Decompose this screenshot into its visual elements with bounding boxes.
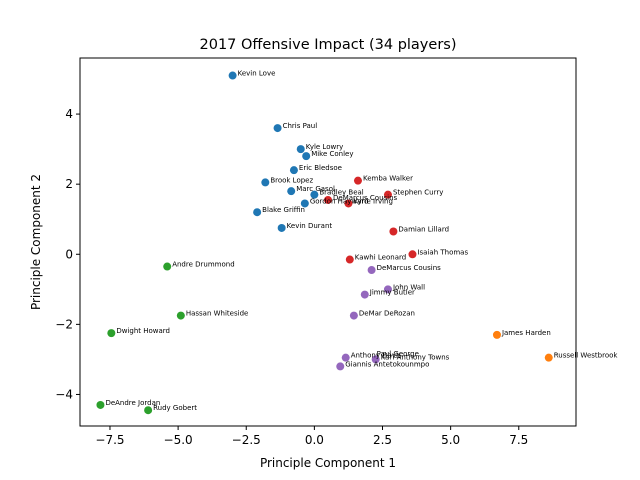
data-point	[163, 262, 172, 271]
y-tick-label: 4	[65, 107, 73, 121]
data-point	[289, 166, 298, 175]
data-point-label: Giannis Antetokounmpo	[345, 360, 429, 368]
y-tick-label: −4	[55, 387, 73, 401]
data-point-label: DeAndre Jordan	[105, 399, 160, 407]
data-point	[336, 362, 345, 371]
data-point	[300, 199, 309, 208]
data-point	[107, 329, 116, 338]
data-point-label: Bradley Beal	[319, 189, 363, 197]
data-point-label: Kevin Love	[238, 70, 276, 78]
y-axis-label: Principle Component 2	[29, 174, 43, 310]
data-point	[228, 71, 237, 80]
data-point	[302, 152, 311, 161]
data-point-label: Kemba Walker	[363, 175, 413, 183]
data-point	[144, 406, 153, 415]
data-point	[277, 223, 286, 232]
data-point	[492, 330, 501, 339]
data-point	[253, 208, 262, 217]
data-point-label: Karl-Anthony Towns	[381, 353, 450, 361]
y-tick-label: 2	[65, 177, 73, 191]
x-axis-label: Principle Component 1	[260, 456, 396, 470]
data-point-label: Paul George	[377, 350, 419, 358]
data-point	[383, 285, 392, 294]
data-point	[544, 353, 553, 362]
data-point	[176, 311, 185, 320]
data-point-label: Anthony Davis	[351, 352, 402, 360]
axis-ticks: −7.5 −5.0 −2.5 0.0 2.5 5.0 7.5 −4 −2 0 2 4	[55, 107, 528, 447]
data-point	[287, 187, 296, 196]
data-point	[273, 124, 282, 133]
chart-title: 2017 Offensive Impact (34 players)	[200, 37, 457, 53]
data-point-label: Mike Conley	[311, 150, 353, 158]
data-point-label: Andre Drummond	[172, 261, 234, 269]
data-point-label: Dwight Howard	[116, 327, 170, 335]
data-point	[408, 250, 417, 259]
x-tick-label: 5.0	[441, 433, 460, 447]
data-point-label: Brook Lopez	[270, 176, 313, 184]
data-point-label: DeMarcus Cousins	[333, 194, 398, 202]
data-point	[344, 199, 353, 208]
data-point-label: Kevin Durant	[287, 222, 333, 230]
x-tick-label: 2.5	[373, 433, 392, 447]
x-tick-label: −2.5	[232, 433, 261, 447]
data-point-label: Kyrie Irving	[353, 197, 393, 205]
data-point-label: James Harden	[501, 329, 551, 337]
data-point	[371, 355, 380, 364]
data-point	[345, 255, 354, 264]
data-point	[261, 178, 270, 187]
data-point-label: Gordon Hayward	[310, 197, 369, 205]
data-point	[96, 400, 105, 409]
data-point-label: Jimmy Butler	[369, 289, 415, 297]
plot-frame	[79, 57, 577, 427]
data-point	[383, 190, 392, 199]
data-point-label: Damian Lillard	[398, 225, 449, 233]
data-point-label: Blake Griffin	[262, 206, 305, 214]
x-tick-label: −5.0	[164, 433, 193, 447]
y-tick-label: 0	[65, 247, 73, 261]
data-point-label: Stephen Curry	[393, 189, 443, 197]
data-point	[296, 145, 305, 154]
data-point-label: Kyle Lowry	[306, 143, 344, 151]
data-point	[324, 195, 332, 204]
data-point-label: DeMarcus Cousins	[377, 264, 442, 272]
x-tick-label: −7.5	[95, 433, 124, 447]
data-point-label: Kawhi Leonard	[355, 254, 406, 262]
x-tick-label: 0.0	[305, 433, 324, 447]
x-tick-label: 7.5	[509, 433, 528, 447]
data-point	[341, 353, 350, 362]
data-point-label: Russell Westbrook	[554, 352, 619, 360]
data-point	[349, 311, 358, 320]
data-point-label: Eric Bledsoe	[299, 164, 342, 172]
data-point-label: Marc Gasol	[296, 185, 335, 193]
data-point-label: DeMar DeRozan	[359, 310, 415, 318]
data-point-label: Rudy Gobert	[153, 404, 197, 412]
data-point	[360, 290, 369, 299]
data-point	[367, 266, 376, 275]
data-point	[310, 190, 319, 199]
data-point-label: Isaiah Thomas	[417, 248, 468, 256]
data-points	[96, 71, 553, 415]
data-point-label: Chris Paul	[283, 122, 318, 130]
data-point-label: Hassan Whiteside	[186, 310, 249, 318]
y-tick-label: −2	[55, 317, 73, 331]
data-point	[353, 176, 362, 185]
data-point	[389, 227, 398, 236]
data-point-label: John Wall	[392, 283, 425, 291]
